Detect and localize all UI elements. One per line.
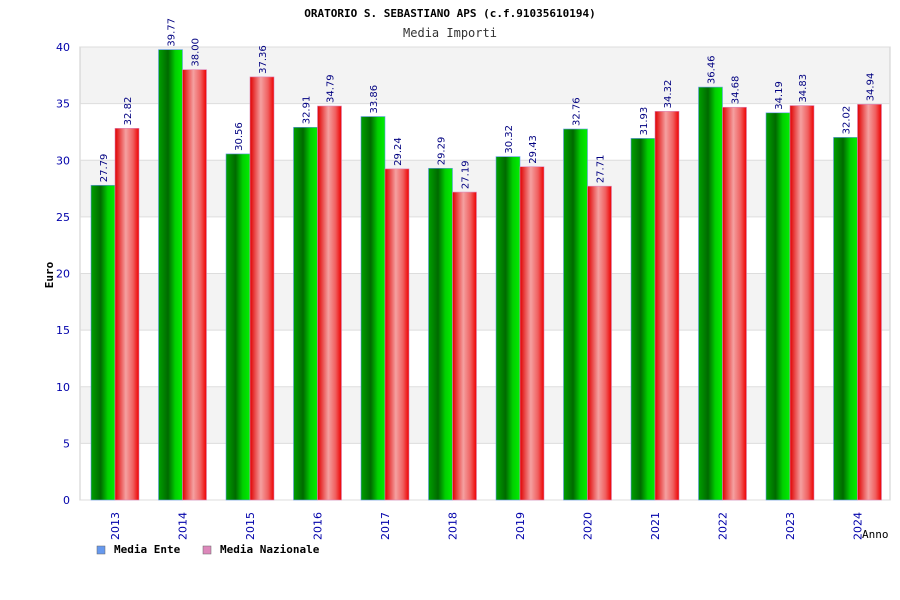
y-tick-label: 40: [56, 41, 70, 54]
bar-media-nazionale: [384, 168, 410, 501]
bar-media-nazionale: [519, 166, 545, 501]
plot-band: [80, 443, 890, 500]
data-label-media-nazionale: 32.82: [123, 97, 134, 126]
data-label-media-ente: 32.02: [842, 106, 853, 135]
data-label-media-nazionale: 27.71: [596, 155, 607, 184]
y-tick-label: 5: [63, 437, 70, 450]
legend-label-media-ente: Media Ente: [114, 543, 181, 556]
bar-media-nazionale: [587, 185, 612, 501]
data-label-media-ente: 30.32: [504, 125, 515, 154]
bar-media-ente: [360, 116, 386, 501]
data-label-media-nazionale: 34.32: [663, 80, 674, 109]
data-label-media-ente: 34.19: [774, 81, 785, 110]
bar-media-nazionale: [452, 191, 477, 501]
x-tick-label: 2021: [649, 512, 662, 540]
data-label-media-nazionale: 34.79: [326, 74, 337, 103]
y-tick-label: 20: [56, 268, 70, 281]
x-tick-label: 2022: [717, 512, 730, 540]
data-label-media-ente: 29.29: [437, 137, 448, 166]
chart-subtitle: Media Importi: [403, 26, 497, 40]
y-axis-label: Euro: [43, 261, 56, 288]
bar-media-ente: [833, 137, 858, 501]
bar-media-ente: [428, 167, 453, 501]
data-label-media-ente: 27.79: [99, 154, 110, 183]
y-tick-label: 30: [56, 154, 70, 167]
y-tick-label: 15: [56, 324, 70, 337]
bar-media-ente: [495, 156, 521, 501]
bar-media-nazionale: [722, 106, 747, 501]
bar-media-ente: [698, 86, 723, 501]
data-label-media-nazionale: 34.83: [798, 74, 809, 103]
bar-series: [90, 49, 882, 501]
plot-band: [80, 273, 890, 331]
data-label-media-ente: 31.93: [639, 107, 650, 136]
plot-band: [80, 330, 890, 387]
bar-media-ente: [765, 112, 791, 501]
bar-media-nazionale: [654, 111, 680, 501]
x-axis-ticks: 2013 2014 2015 2016 2017 2018 2019 2020 2021 2022…: [109, 512, 865, 540]
plot-band: [80, 216, 890, 274]
bar-media-nazionale: [249, 76, 275, 501]
data-label-media-nazionale: 29.43: [528, 135, 539, 164]
data-label-media-ente: 33.86: [369, 85, 380, 114]
data-label-media-ente: 32.76: [572, 97, 583, 126]
data-label-media-ente: 30.56: [234, 122, 245, 151]
bar-media-ente: [90, 184, 116, 501]
x-tick-label: 2019: [514, 512, 527, 540]
bar-media-nazionale: [857, 104, 882, 501]
gridlines: [80, 46, 890, 501]
plot-band: [80, 103, 890, 161]
x-tick-label: 2024: [852, 512, 865, 540]
legend-label-media-nazionale: Media Nazionale: [220, 543, 320, 556]
x-tick-label: 2014: [177, 512, 190, 540]
chart-title: ORATORIO S. SEBASTIANO APS (c.f.91035610…: [304, 7, 595, 20]
y-tick-label: 10: [56, 381, 70, 394]
bar-media-ente: [158, 49, 183, 501]
legend: Media Ente Media Nazionale: [96, 543, 320, 556]
data-label-media-nazionale: 34.94: [866, 73, 877, 102]
y-tick-label: 25: [56, 211, 70, 224]
plot-band: [80, 47, 890, 104]
data-label-media-nazionale: 38.00: [191, 38, 202, 67]
data-label-media-nazionale: 29.24: [393, 137, 404, 166]
y-tick-label: 35: [56, 98, 70, 111]
x-tick-label: 2018: [447, 512, 460, 540]
data-label-media-nazionale: 37.36: [258, 45, 269, 74]
bar-media-nazionale: [114, 128, 140, 501]
x-tick-label: 2020: [582, 512, 595, 540]
bar-media-nazionale: [789, 105, 815, 501]
data-labels: 27.79 32.82 39.77 38.00 30.56 37.36 32.91 34.79…: [99, 18, 877, 189]
bar-media-nazionale: [317, 105, 342, 501]
plot-band: [80, 160, 890, 217]
legend-swatch-media-ente: [96, 545, 106, 555]
data-label-media-nazionale: 27.19: [461, 160, 472, 189]
bar-media-ente: [630, 138, 656, 501]
legend-swatch-media-nazionale: [202, 545, 212, 555]
x-axis-label: Anno: [862, 528, 889, 541]
data-label-media-ente: 39.77: [167, 18, 178, 47]
x-tick-label: 2017: [379, 512, 392, 540]
plot-background: [79, 46, 891, 501]
x-tick-label: 2016: [312, 512, 325, 540]
data-label-media-ente: 36.46: [707, 55, 718, 84]
bar-media-nazionale: [182, 69, 207, 501]
x-tick-label: 2015: [244, 512, 257, 540]
y-axis-ticks: 0 5 10 15 20 25 30 35 40: [56, 41, 70, 507]
bar-media-ente: [225, 153, 251, 501]
data-label-media-nazionale: 34.68: [731, 76, 742, 105]
plot-band: [80, 386, 890, 444]
bar-media-ente: [293, 126, 318, 501]
data-label-media-ente: 32.91: [302, 96, 313, 125]
x-tick-label: 2023: [784, 512, 797, 540]
bar-media-ente: [563, 128, 588, 501]
x-tick-label: 2013: [109, 512, 122, 540]
y-tick-label: 0: [63, 494, 70, 507]
